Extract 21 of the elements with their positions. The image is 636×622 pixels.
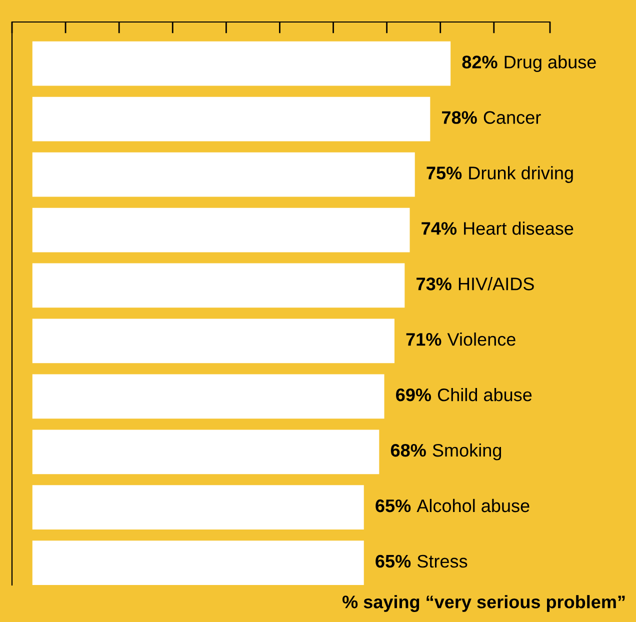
data-label: 71% xyxy=(406,333,442,346)
data-label: 75% xyxy=(426,166,462,180)
y-tick-label: Child abuse xyxy=(438,388,532,402)
y-tick-label: Violence xyxy=(447,332,516,346)
y-tick-label: Drunk driving xyxy=(469,166,573,183)
data-label: 74% xyxy=(422,222,457,235)
text: % saying “very serious problem” xyxy=(342,595,625,612)
y-tick-label: Alcohol abuse xyxy=(416,498,530,512)
y-tick-label: Stress xyxy=(417,554,468,568)
data-label: 73% xyxy=(416,278,452,290)
data-label: 78% xyxy=(442,111,477,124)
data-label: 69% xyxy=(396,388,432,402)
y-tick-label: Cancer xyxy=(484,111,541,124)
data-label: 68% xyxy=(390,444,426,457)
y-tick-label: Heart disease xyxy=(464,222,574,235)
y-tick-label: Smoking xyxy=(432,443,502,460)
data-label: 65% xyxy=(376,554,411,568)
data-label: 82% xyxy=(462,56,498,68)
y-tick-label: Drug abuse xyxy=(504,55,596,72)
data-label: 65% xyxy=(376,499,411,512)
y-tick-label: HIV/AIDS xyxy=(458,277,534,290)
